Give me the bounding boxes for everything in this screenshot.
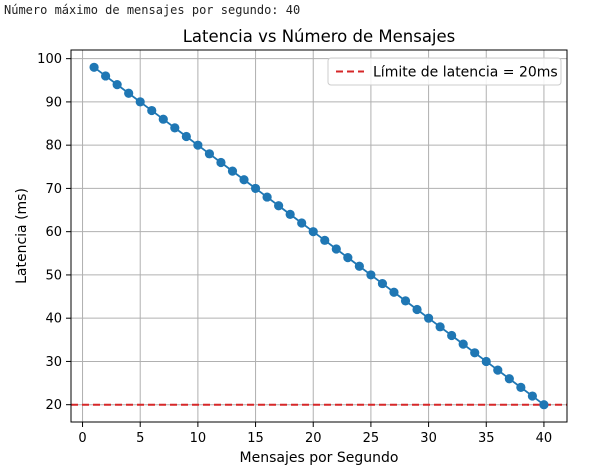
data-point xyxy=(274,201,284,211)
data-point xyxy=(112,80,122,90)
data-point xyxy=(147,105,157,116)
data-point xyxy=(89,62,99,72)
data-point xyxy=(320,235,330,245)
legend: Límite de latencia = 20ms xyxy=(327,57,562,86)
data-point xyxy=(193,140,203,150)
x-tick-label: 0 xyxy=(78,431,86,446)
data-point xyxy=(216,157,226,168)
data-point xyxy=(504,374,514,384)
y-tick-label: 40 xyxy=(45,312,62,327)
data-point xyxy=(227,166,238,176)
data-point xyxy=(250,183,261,194)
data-point xyxy=(308,227,318,237)
chart-title: Latencia vs Número de Mensajes xyxy=(183,27,456,46)
legend-label: Límite de latencia = 20ms xyxy=(373,65,558,81)
data-point xyxy=(204,149,215,159)
data-point xyxy=(343,253,353,263)
y-tick-label: 30 xyxy=(45,355,62,370)
data-point xyxy=(527,391,537,401)
data-point xyxy=(297,218,307,228)
x-tick-label: 35 xyxy=(478,431,495,446)
x-tick-label: 5 xyxy=(136,431,144,446)
data-point xyxy=(412,304,422,315)
data-point xyxy=(170,123,180,133)
console-output: Número máximo de mensajes por segundo: 4… xyxy=(4,3,301,17)
x-tick-label: 25 xyxy=(363,431,380,446)
y-tick-label: 50 xyxy=(45,268,62,283)
data-point xyxy=(377,278,388,289)
data-point xyxy=(135,97,145,107)
x-axis-label: Mensajes por Segundo xyxy=(240,450,399,466)
data-point xyxy=(239,175,249,185)
plot-frame xyxy=(70,49,568,423)
data-point xyxy=(400,296,411,306)
data-point xyxy=(458,339,468,349)
series-layer xyxy=(89,62,549,410)
data-point xyxy=(181,131,191,142)
data-point xyxy=(331,244,341,254)
data-point xyxy=(262,192,272,202)
data-point xyxy=(285,209,295,219)
x-tick-label: 40 xyxy=(536,431,553,446)
x-tick-label: 20 xyxy=(305,431,322,446)
data-point xyxy=(447,330,457,341)
y-tick-label: 20 xyxy=(45,398,62,413)
grid xyxy=(71,50,567,422)
data-point xyxy=(493,365,503,375)
data-point xyxy=(101,71,111,81)
data-point xyxy=(389,287,399,297)
data-point xyxy=(481,356,491,367)
data-point xyxy=(366,270,376,280)
data-point xyxy=(470,348,480,358)
x-tick-label: 30 xyxy=(420,431,437,446)
ticks: 0 5 10 15 20 25 30 35 40 20 30 40 50 60 70 80 90 100 xyxy=(37,52,552,446)
data-point xyxy=(539,400,549,410)
y-tick-label: 100 xyxy=(37,52,62,67)
data-point xyxy=(423,313,434,323)
y-tick-label: 90 xyxy=(45,95,62,110)
y-axis-label: Latencia (ms) xyxy=(14,188,30,284)
data-point xyxy=(435,322,445,332)
legend-box xyxy=(327,57,562,86)
y-tick-label: 70 xyxy=(45,182,62,197)
x-tick-label: 15 xyxy=(247,431,264,446)
y-tick-label: 60 xyxy=(45,225,62,240)
x-tick-label: 10 xyxy=(190,431,207,446)
data-point xyxy=(158,114,168,124)
data-point xyxy=(516,382,526,392)
series-line xyxy=(93,66,545,406)
y-tick-label: 80 xyxy=(45,139,62,154)
data-point xyxy=(354,261,364,271)
data-point xyxy=(124,88,134,98)
